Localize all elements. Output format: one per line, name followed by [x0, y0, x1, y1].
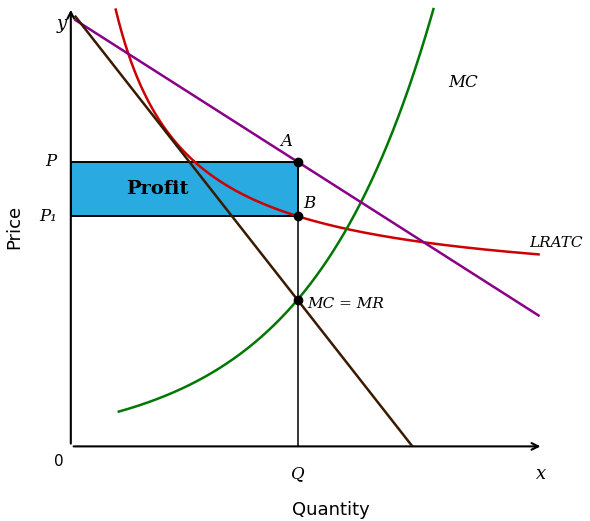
Text: A: A [280, 133, 292, 150]
Text: Q: Q [291, 465, 304, 482]
Text: MC = MR: MC = MR [307, 297, 384, 311]
Text: Profit: Profit [126, 180, 188, 198]
Text: LRATC: LRATC [529, 237, 582, 251]
Text: y: y [56, 15, 67, 33]
Bar [71, 162, 297, 216]
Text: 0: 0 [54, 454, 64, 468]
Text: Quantity: Quantity [292, 501, 369, 519]
Text: B: B [303, 195, 316, 212]
Text: x: x [536, 465, 546, 483]
Text: P₁: P₁ [39, 208, 57, 225]
Text: Price: Price [5, 205, 23, 249]
Text: MC: MC [448, 74, 478, 91]
Text: P: P [45, 153, 57, 170]
